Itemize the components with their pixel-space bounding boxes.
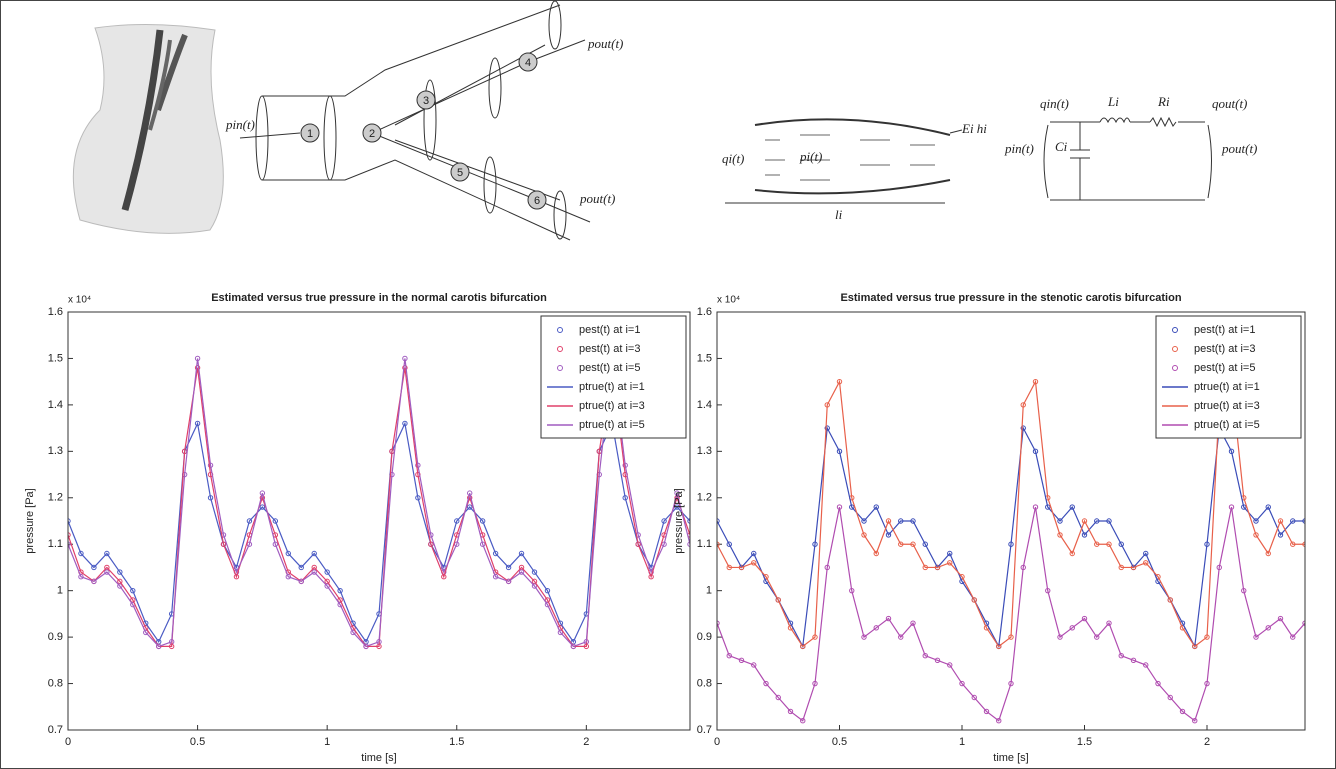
- label: pout(t): [579, 191, 615, 206]
- x-tick-label: 2: [1204, 736, 1210, 748]
- legend-label: ptrue(t) at i=5: [579, 419, 645, 431]
- x-tick-label: 2: [583, 736, 589, 748]
- label: pin(t): [225, 117, 255, 132]
- legend-label: ptrue(t) at i=3: [1194, 400, 1260, 412]
- y-axis-label: pressure [Pa]: [673, 488, 685, 553]
- x-tick-label: 0.5: [190, 736, 205, 748]
- y-tick-label: 0.8: [48, 677, 63, 689]
- x-tick-label: 1: [959, 736, 965, 748]
- label: pi(t): [799, 149, 822, 164]
- legend-label: pest(t) at i=3: [1194, 343, 1255, 355]
- y-tick-label: 0.8: [697, 677, 712, 689]
- y-multiplier: x 10⁴: [717, 295, 740, 306]
- legend-label: ptrue(t) at i=1: [1194, 381, 1260, 393]
- y-tick-label: 0.7: [697, 724, 712, 736]
- x-axis-label: time [s]: [993, 752, 1028, 764]
- y-tick-label: 1: [706, 585, 712, 597]
- y-tick-label: 1.6: [697, 306, 712, 318]
- legend-label: ptrue(t) at i=1: [579, 381, 645, 393]
- legend-label: pest(t) at i=5: [579, 362, 640, 374]
- y-multiplier: x 10⁴: [68, 295, 91, 306]
- y-tick-label: 1.6: [48, 306, 63, 318]
- y-tick-label: 1.5: [48, 352, 63, 364]
- legend-label: pest(t) at i=3: [579, 343, 640, 355]
- node-label: 1: [307, 128, 313, 140]
- y-tick-label: 1: [57, 585, 63, 597]
- y-tick-label: 1.2: [697, 492, 712, 504]
- legend-label: pest(t) at i=1: [1194, 324, 1255, 336]
- figure: pin(t) pout(t) pout(t) 1 2 3 4 5 6 qi(t)…: [0, 0, 1336, 769]
- y-tick-label: 1.5: [697, 352, 712, 364]
- y-tick-label: 0.7: [48, 724, 63, 736]
- y-tick-label: 1.4: [697, 399, 712, 411]
- y-tick-label: 0.9: [697, 631, 712, 643]
- label: pout(t): [1221, 141, 1257, 156]
- legend-label: pest(t) at i=5: [1194, 362, 1255, 374]
- label: qi(t): [722, 151, 744, 166]
- label: Ei hi: [961, 121, 987, 136]
- x-axis-label: time [s]: [361, 752, 396, 764]
- legend-label: ptrue(t) at i=5: [1194, 419, 1260, 431]
- label: pout(t): [587, 36, 623, 51]
- y-tick-label: 1.1: [48, 538, 63, 550]
- label: qin(t): [1040, 96, 1069, 111]
- legend-label: ptrue(t) at i=3: [579, 400, 645, 412]
- y-axis-label: pressure [Pa]: [24, 488, 36, 553]
- x-tick-label: 0.5: [832, 736, 847, 748]
- node-label: 3: [423, 95, 429, 107]
- label: Li: [1107, 94, 1119, 109]
- node-label: 6: [534, 195, 540, 207]
- y-tick-label: 0.9: [48, 631, 63, 643]
- y-tick-label: 1.1: [697, 538, 712, 550]
- label: qout(t): [1212, 96, 1247, 111]
- label: Ci: [1055, 139, 1068, 154]
- x-tick-label: 0: [714, 736, 720, 748]
- label: li: [835, 207, 843, 222]
- y-tick-label: 1.2: [48, 492, 63, 504]
- chart-title: Estimated versus true pressure in the st…: [840, 292, 1181, 304]
- legend-label: pest(t) at i=1: [579, 324, 640, 336]
- x-tick-label: 0: [65, 736, 71, 748]
- node-label: 2: [369, 128, 375, 140]
- y-tick-label: 1.3: [48, 445, 63, 457]
- node-label: 4: [525, 57, 531, 69]
- label: pin(t): [1004, 141, 1034, 156]
- node-label: 5: [457, 167, 463, 179]
- y-tick-label: 1.4: [48, 399, 63, 411]
- chart-title: Estimated versus true pressure in the no…: [211, 292, 547, 304]
- x-tick-label: 1: [324, 736, 330, 748]
- x-tick-label: 1.5: [1077, 736, 1092, 748]
- x-tick-label: 1.5: [449, 736, 464, 748]
- y-tick-label: 1.3: [697, 445, 712, 457]
- label: Ri: [1157, 94, 1170, 109]
